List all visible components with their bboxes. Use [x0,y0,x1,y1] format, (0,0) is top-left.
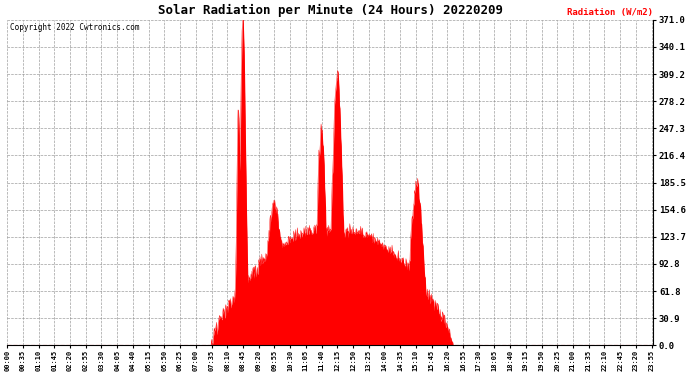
Text: Radiation (W/m2): Radiation (W/m2) [567,8,653,16]
Title: Solar Radiation per Minute (24 Hours) 20220209: Solar Radiation per Minute (24 Hours) 20… [158,4,503,17]
Text: Copyright 2022 Cwtronics.com: Copyright 2022 Cwtronics.com [10,23,140,32]
